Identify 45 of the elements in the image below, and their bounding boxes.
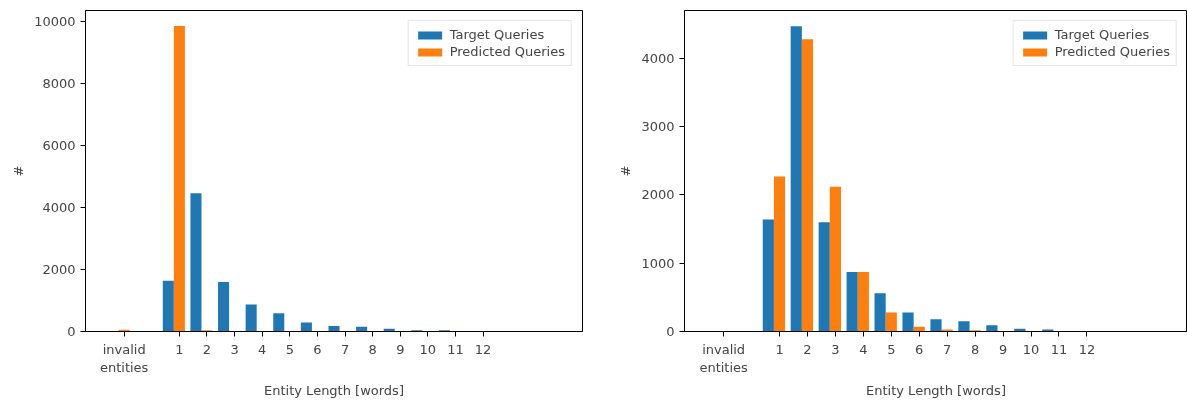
- y-tick-label: 6000: [42, 137, 76, 153]
- y-tick-label: 4000: [641, 50, 675, 66]
- x-tick-label: 9: [998, 341, 1008, 357]
- y-axis-title: #: [11, 165, 27, 177]
- y-tick-label: 2000: [42, 261, 76, 277]
- x-tick-label: 5: [285, 341, 294, 357]
- x-tick-label: 10: [1022, 341, 1040, 357]
- x-tick-label: 12: [1078, 341, 1096, 357]
- x-tick-label: 4: [258, 341, 267, 357]
- legend-label: Target Queries: [449, 27, 545, 42]
- legend-label: Target Queries: [1054, 27, 1150, 42]
- x-tick-label: 4: [859, 341, 868, 357]
- x-tick-label: 8: [368, 341, 377, 357]
- x-tick-label: 10: [419, 341, 437, 357]
- x-tick-label: 1: [775, 341, 784, 357]
- y-tick-label: 8000: [42, 75, 76, 91]
- x-tick-label: 2: [803, 341, 812, 357]
- y-tick-label: 10000: [34, 13, 76, 29]
- x-axis-title: Entity Length [words]: [264, 382, 404, 398]
- x-tick-label: 6: [915, 341, 924, 357]
- x-tick-label: invalid entities: [699, 341, 749, 375]
- y-tick-label: 1000: [641, 255, 675, 271]
- legend-label: Predicted Queries: [1054, 44, 1170, 59]
- y-tick-label: 4000: [42, 199, 76, 215]
- legend-label: Predicted Queries: [449, 44, 565, 59]
- x-tick-label: 9: [396, 341, 405, 357]
- x-tick-label: 11: [447, 341, 464, 357]
- x-tick-label: 7: [340, 341, 350, 357]
- x-axis-title: Entity Length [words]: [866, 382, 1006, 398]
- x-tick-label: 7: [943, 341, 952, 357]
- x-tick-label: 3: [831, 341, 840, 357]
- x-tick-label: 3: [230, 341, 239, 357]
- x-tick-label: 12: [474, 341, 492, 357]
- x-tick-label: invalid entities: [99, 341, 149, 375]
- y-tick-label: 3000: [641, 119, 675, 135]
- x-tick-label: 11: [1050, 341, 1068, 357]
- x-tick-label: 2: [202, 341, 212, 357]
- y-tick-label: 0: [67, 324, 76, 339]
- x-tick-label: 5: [887, 341, 896, 357]
- x-tick-label: 8: [970, 341, 980, 357]
- x-tick-label: 1: [175, 341, 184, 357]
- y-tick-label: 0: [666, 324, 675, 339]
- y-axis-title: #: [618, 165, 634, 177]
- y-tick-label: 2000: [641, 187, 675, 203]
- x-tick-label: 6: [313, 341, 322, 357]
